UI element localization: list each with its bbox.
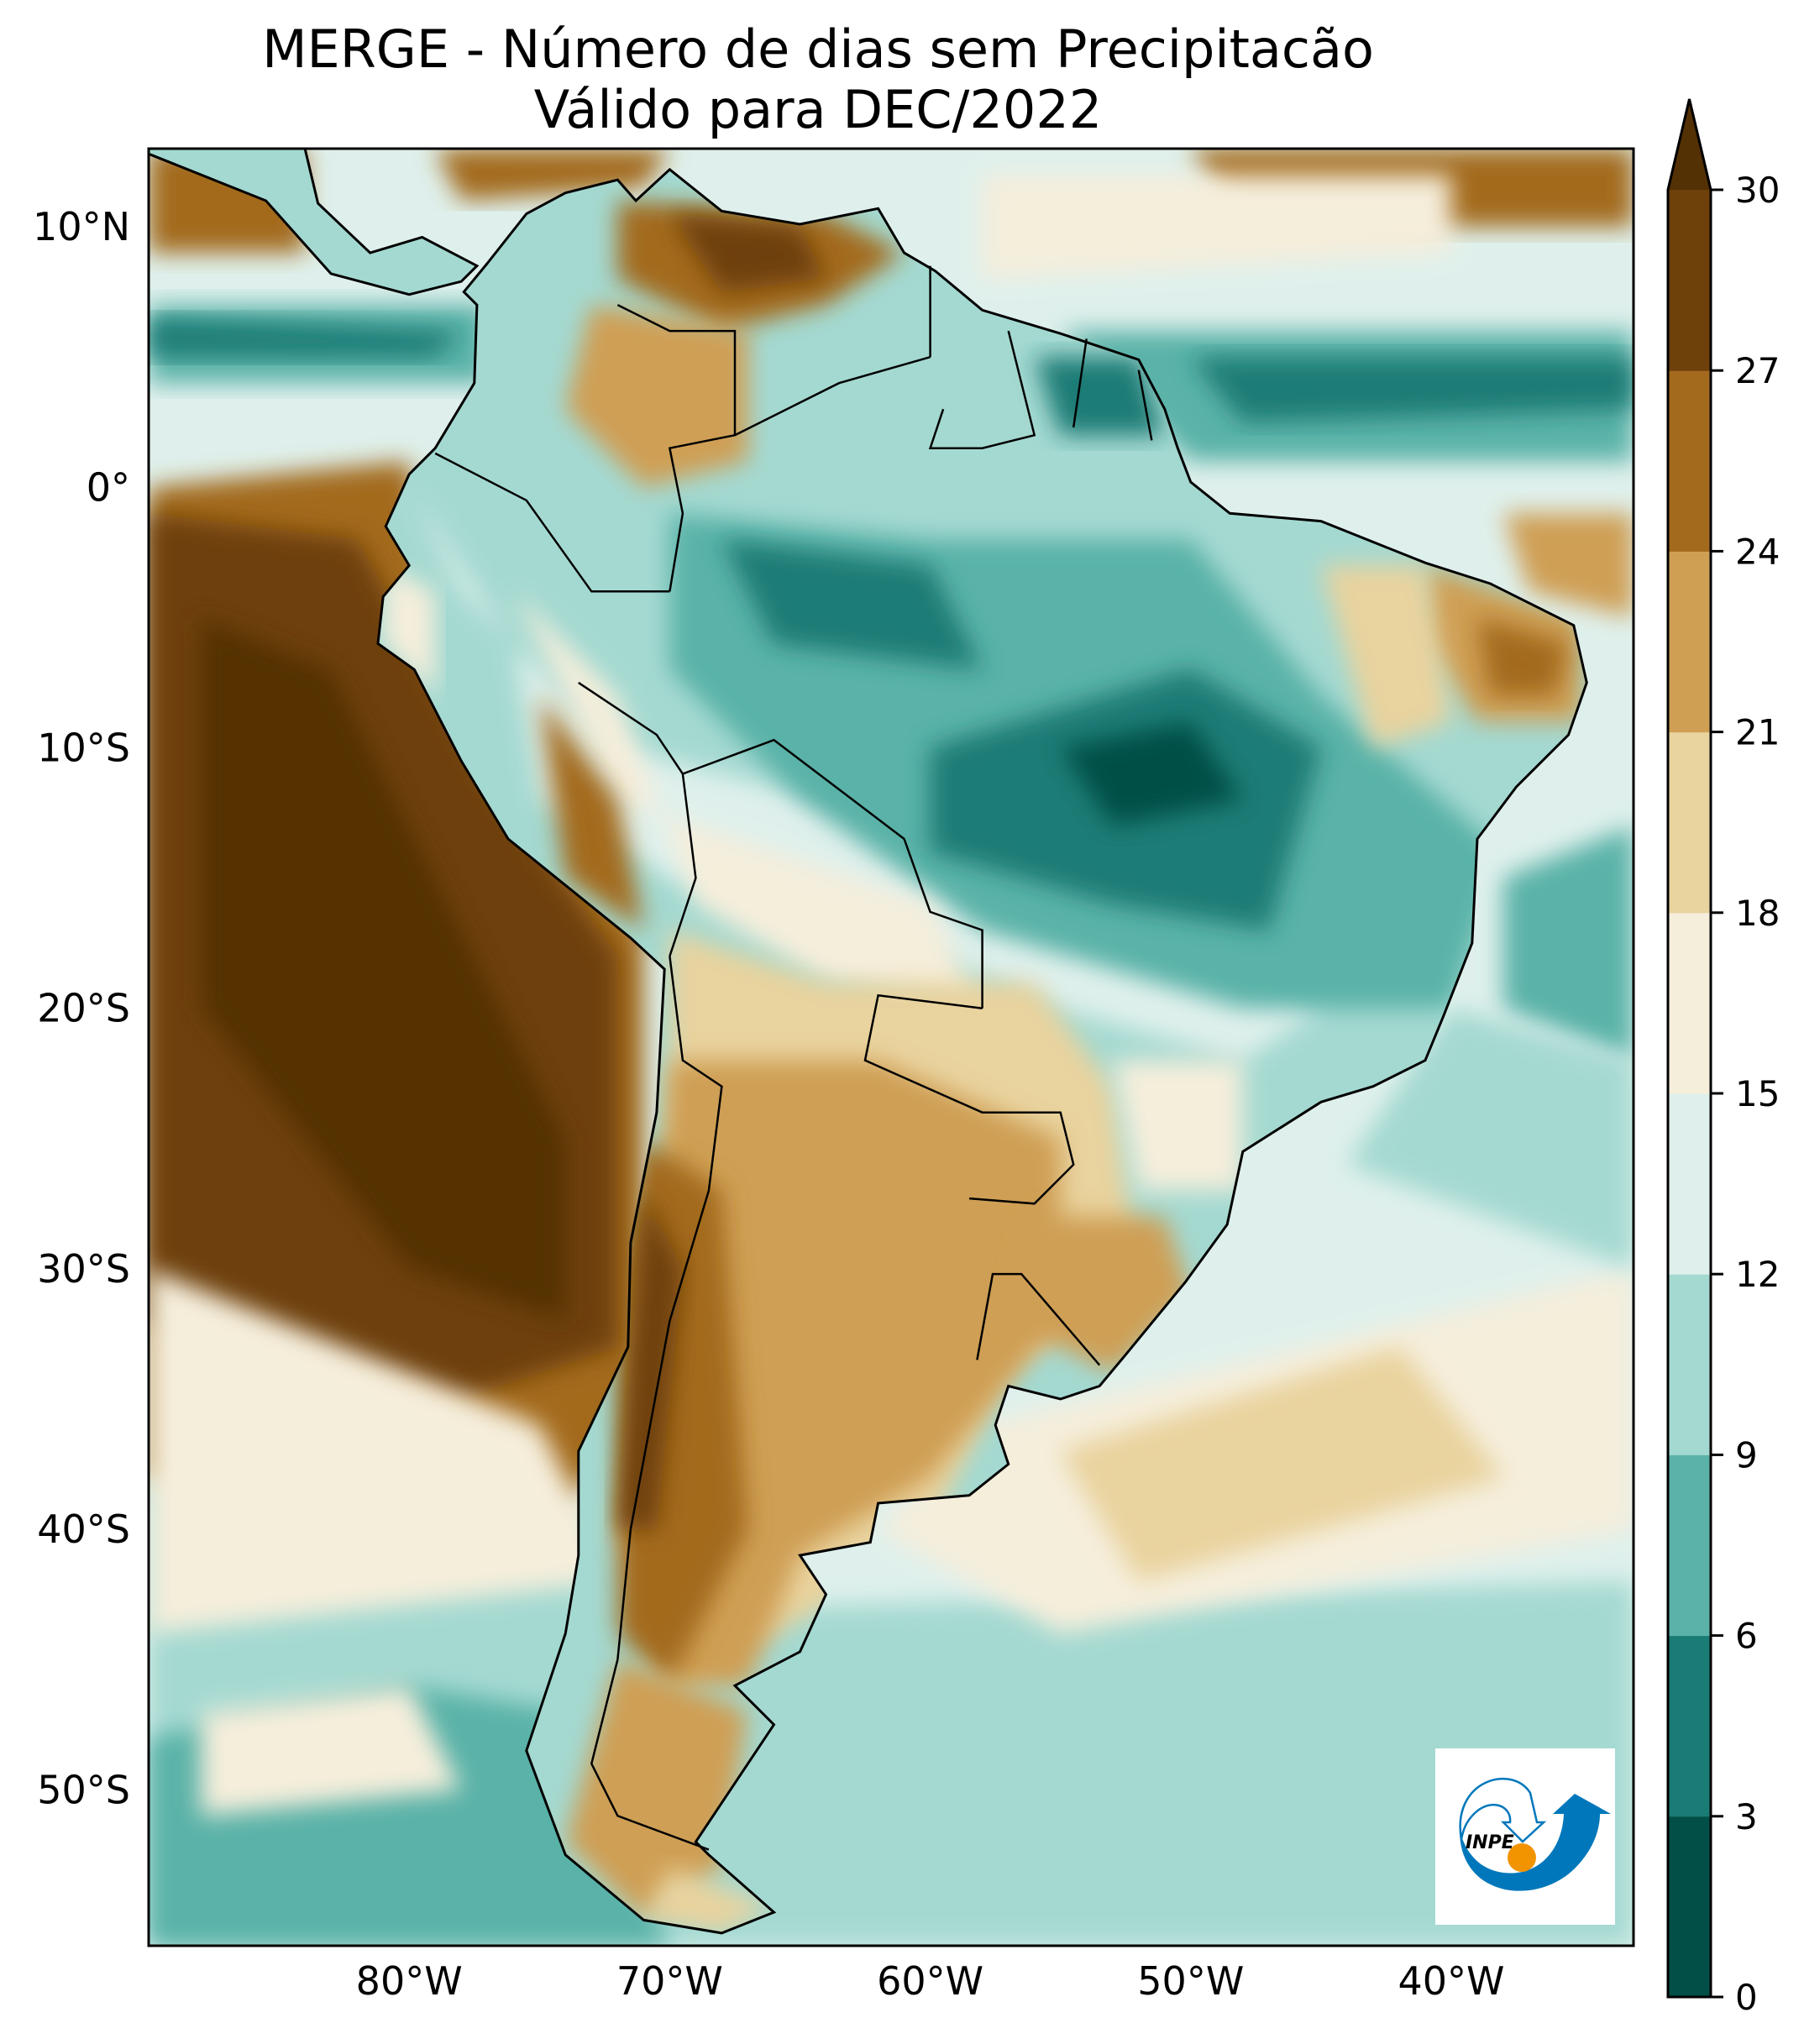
map-area bbox=[149, 149, 1634, 1946]
ocean-class-region bbox=[982, 175, 1451, 280]
lat-tick-label: 20°S bbox=[37, 986, 130, 1031]
lat-tick-label: 30°S bbox=[37, 1246, 130, 1292]
colorbar-outline bbox=[1666, 98, 1712, 1999]
ocean-class-region bbox=[1190, 357, 1634, 422]
colorbar: 0 3 6 9 12 15 18 21 24 27 30 bbox=[1666, 98, 1780, 2018]
ocean-class-region bbox=[1060, 1346, 1503, 1582]
ocean-class-region bbox=[1346, 1008, 1634, 1269]
ocean-class-region bbox=[1503, 825, 1634, 1061]
colorbar-segment bbox=[1668, 1454, 1711, 1637]
ocean-class-region bbox=[1503, 513, 1634, 618]
map-subtitle: Válido para DEC/2022 bbox=[533, 79, 1103, 140]
country-border bbox=[616, 303, 737, 436]
country-border bbox=[1072, 338, 1088, 428]
land-class-region bbox=[669, 213, 826, 292]
logo-arrow-outline-icon bbox=[1459, 1778, 1547, 1843]
colorbar-tick-label: 21 bbox=[1735, 712, 1780, 753]
map-frame bbox=[147, 147, 1635, 1947]
land-class-region bbox=[617, 1190, 683, 1530]
land-class-region bbox=[721, 539, 983, 670]
country-border bbox=[928, 330, 1036, 449]
colorbar-segment bbox=[1668, 1635, 1711, 1817]
logo-swoosh-icon bbox=[1460, 1794, 1611, 1891]
country-border bbox=[976, 1272, 1101, 1366]
colorbar-tick-label: 24 bbox=[1735, 531, 1780, 572]
map-title: MERGE - Número de dias sem Precipitacão bbox=[262, 18, 1374, 80]
logo-text: INPE bbox=[1466, 1832, 1514, 1853]
land-class-region bbox=[1034, 357, 1165, 436]
colorbar-extend-arrow bbox=[1668, 99, 1711, 190]
land-class-region bbox=[1477, 617, 1569, 696]
lon-tick-label: 70°W bbox=[616, 1958, 723, 2004]
colorbar-segment bbox=[1668, 1274, 1711, 1455]
land-class-region bbox=[1112, 1060, 1243, 1191]
logo-orange-dot bbox=[1508, 1843, 1536, 1872]
ocean-class-region bbox=[149, 1268, 618, 1634]
lat-tick-label: 0° bbox=[87, 464, 130, 510]
axes-ticks: 10°N 0° 10°S 20°S 30°S 40°S 50°S 80°W 70°W 60°W 50… bbox=[33, 204, 1504, 2004]
colorbar-segment bbox=[1668, 1093, 1711, 1275]
land-class-region bbox=[643, 1868, 774, 1933]
colorbar-tick-label: 0 bbox=[1735, 1977, 1758, 2018]
colorbar-segment bbox=[1668, 1816, 1711, 1998]
lon-tick-label: 60°W bbox=[877, 1958, 983, 2004]
ocean-class-region bbox=[149, 317, 462, 358]
ocean-class-region bbox=[201, 617, 566, 1321]
lon-tick-label: 50°W bbox=[1137, 1958, 1244, 2004]
country-border bbox=[590, 956, 723, 1851]
land-class-region bbox=[1320, 565, 1451, 748]
colorbar-segment bbox=[1668, 912, 1711, 1094]
country-border bbox=[1137, 369, 1153, 441]
colorbar-tick-label: 15 bbox=[1735, 1073, 1780, 1114]
land-class-region bbox=[383, 565, 436, 696]
country-border bbox=[669, 773, 697, 956]
colorbar-tick-label: 6 bbox=[1735, 1616, 1758, 1657]
colorbar-segment bbox=[1668, 190, 1711, 371]
lon-tick-label: 80°W bbox=[356, 1958, 463, 2004]
ocean-class-region bbox=[201, 1685, 462, 1816]
colorbar-tick-label: 9 bbox=[1735, 1434, 1758, 1475]
lat-tick-label: 10°N bbox=[33, 204, 130, 249]
inpe-logo: INPE bbox=[1435, 1748, 1615, 1925]
colorbar-tick-label: 3 bbox=[1735, 1796, 1758, 1837]
lat-tick-label: 50°S bbox=[37, 1767, 130, 1812]
country-border bbox=[578, 681, 983, 1009]
colorbar-segment bbox=[1668, 370, 1711, 552]
country-borders bbox=[434, 265, 1153, 1851]
lon-tick-label: 40°W bbox=[1398, 1958, 1504, 2004]
land-class-region bbox=[565, 1659, 748, 1921]
colorbar-segment bbox=[1668, 731, 1711, 914]
land-class-region bbox=[1060, 721, 1243, 826]
colorbar-tick-label: 12 bbox=[1735, 1254, 1780, 1295]
colorbar-segment bbox=[1668, 551, 1711, 733]
colorbar-tick-label: 30 bbox=[1735, 170, 1780, 211]
colorbar-tick-label: 27 bbox=[1735, 350, 1780, 391]
colorbar-tick-label: 18 bbox=[1735, 893, 1780, 934]
land-class-region bbox=[513, 591, 983, 1009]
country-border bbox=[434, 452, 670, 593]
country-border bbox=[668, 355, 931, 592]
lat-tick-label: 10°S bbox=[37, 725, 130, 770]
land-class-region bbox=[539, 695, 644, 930]
coastline bbox=[149, 149, 1588, 1935]
lat-tick-label: 40°S bbox=[37, 1507, 130, 1552]
country-border bbox=[863, 993, 1075, 1205]
